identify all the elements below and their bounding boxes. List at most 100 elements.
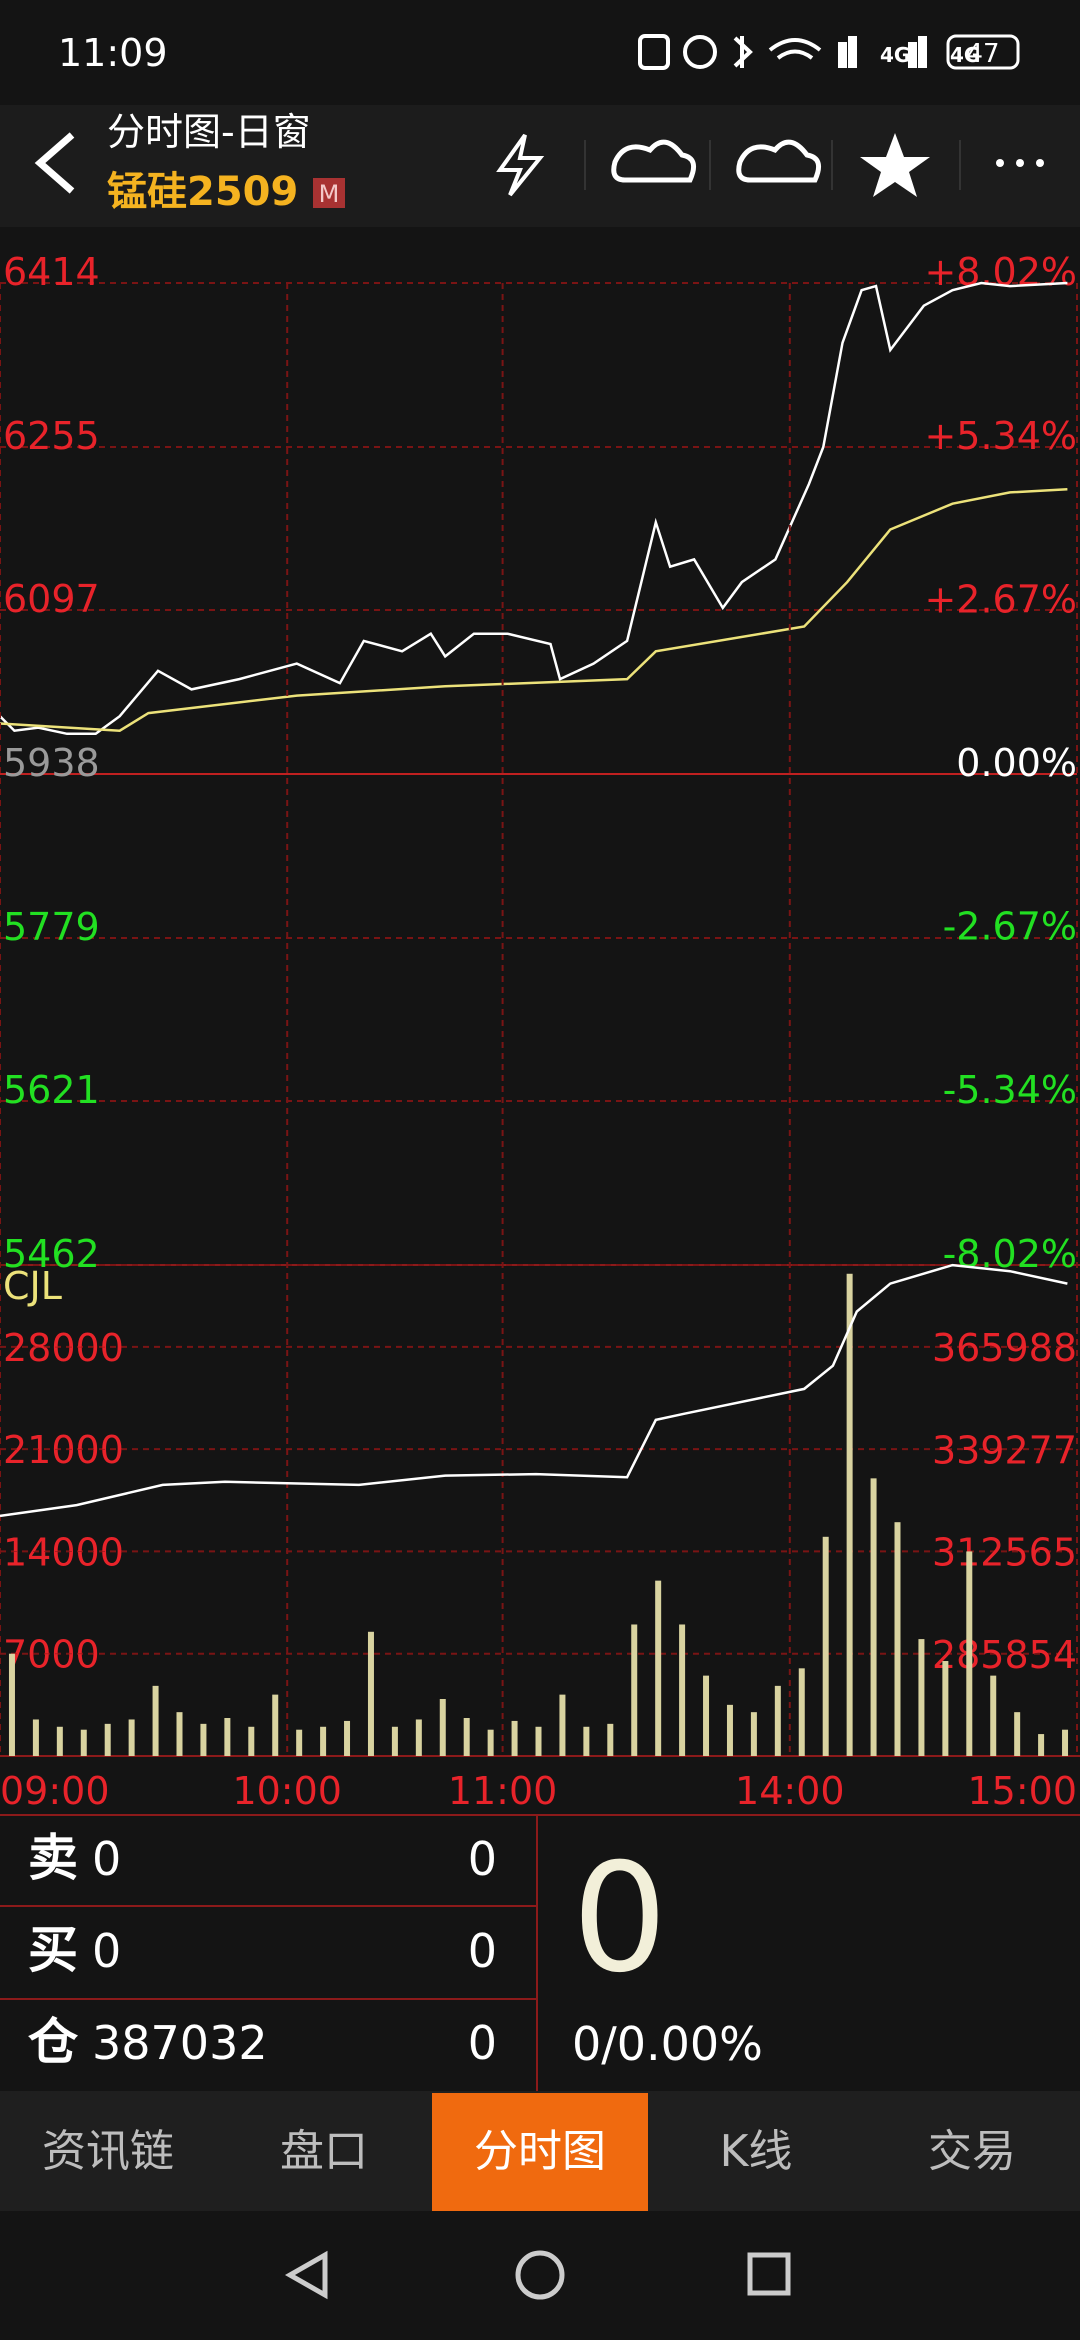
volume-bar: [655, 1580, 662, 1756]
quote-row-volume: 0: [468, 1832, 497, 1886]
y-tick-label: 6097: [3, 577, 100, 621]
header-separators: [584, 140, 961, 190]
volume-bar: [296, 1729, 303, 1756]
volume-bar: [990, 1675, 997, 1756]
y-tick-label: 5779: [3, 905, 100, 949]
header-title: 分时图-日窗: [107, 110, 311, 154]
y2-tick-label: 365988: [932, 1326, 1077, 1370]
volume-bar: [846, 1273, 853, 1756]
volume-bar: [774, 1685, 781, 1756]
volume-bar: [104, 1723, 111, 1756]
volume-bar: [487, 1729, 494, 1756]
volume-bar: [631, 1624, 638, 1756]
active-tab: [432, 2093, 648, 2211]
series-line: [0, 488, 1068, 732]
lightning-button[interactable]: [496, 133, 545, 197]
volume-bar: [679, 1624, 686, 1756]
volume-bar: [176, 1712, 183, 1756]
volume-bar: [32, 1719, 39, 1756]
y-tick-label: 6414: [3, 250, 100, 294]
volume-bar: [894, 1522, 901, 1756]
volume-bar: [942, 1661, 949, 1756]
y2-tick-label: 312565: [932, 1531, 1077, 1575]
volume-bar: [415, 1719, 422, 1756]
volume-bar: [391, 1726, 398, 1756]
quote-panel: 卖 0 0买 0 0仓 387032 0: [28, 1829, 497, 2071]
cloud-buttons[interactable]: [611, 139, 822, 183]
tab[interactable]: 分时图: [474, 2126, 606, 2177]
y-tick-label: 14000: [3, 1530, 124, 1574]
series-line: [0, 1263, 1068, 1518]
battery-icon: [946, 34, 1020, 70]
quote-grid: [0, 1814, 1080, 2091]
volume-bar: [200, 1723, 207, 1756]
volume-bar: [1014, 1712, 1021, 1756]
tab[interactable]: 交易: [928, 2126, 1016, 2177]
tab[interactable]: K线: [720, 2126, 793, 2177]
back-button[interactable]: [34, 132, 75, 194]
charts: 6414 6255 6097 5938 5779 5621 5462 +8.02% +5.34%…: [0, 250, 1078, 1813]
volume-bar: [344, 1720, 351, 1756]
quote-row-label: 仓: [28, 2013, 79, 2071]
tabs: 资讯链 盘口 分时图 K线 交易: [42, 2093, 1016, 2211]
y2-tick-label: -2.67%: [943, 904, 1077, 948]
y-tick-label: 5462: [3, 1232, 100, 1276]
volume-bar: [726, 1704, 733, 1756]
series-line: [0, 281, 1068, 736]
x-tick-label: 15:00: [967, 1769, 1077, 1813]
tab[interactable]: 资讯链: [42, 2126, 174, 2177]
volume-bar: [535, 1726, 542, 1756]
favorite-button[interactable]: [860, 133, 930, 197]
volume-bar: [1062, 1729, 1069, 1756]
volume-bar: [750, 1712, 757, 1756]
y-tick-label: 5938: [3, 741, 100, 785]
panel-label: CJL: [3, 1264, 62, 1308]
y2-tick-label: +2.67%: [924, 578, 1077, 622]
more-button[interactable]: [996, 159, 1044, 167]
quote-row-price: 387032: [92, 2016, 268, 2070]
battery-level: 47: [966, 39, 999, 69]
symbol-name: 锰硅2509: [107, 169, 298, 215]
quote-row-volume: 0: [468, 2016, 497, 2070]
volume-bar: [272, 1694, 279, 1756]
last-price: 0: [572, 1832, 667, 2006]
volume-bar: [511, 1720, 518, 1756]
y2-tick-label: 285854: [932, 1633, 1077, 1677]
y2-tick-label: 339277: [932, 1428, 1077, 1472]
tab[interactable]: 盘口: [280, 2126, 368, 2177]
volume-bar: [152, 1685, 159, 1756]
status-icons: [638, 34, 927, 70]
volume-bar: [703, 1675, 710, 1756]
nav-bar[interactable]: [284, 2250, 791, 2300]
volume-bar: [367, 1631, 374, 1756]
network-label: 4G: [880, 43, 910, 67]
badge-label: M: [319, 180, 340, 208]
price-change: 0/0.00%: [572, 2017, 763, 2071]
volume-bar: [918, 1639, 925, 1756]
badge: [313, 178, 345, 208]
y-tick-label: 6255: [3, 414, 100, 458]
volume-bar: [56, 1726, 63, 1756]
y-tick-label: 21000: [3, 1428, 124, 1472]
volume-bar: [870, 1478, 877, 1756]
y2-tick-label: -8.02%: [943, 1232, 1077, 1276]
x-tick-label: 11:00: [448, 1769, 558, 1813]
volume-bar: [798, 1668, 805, 1756]
y2-tick-label: +5.34%: [924, 414, 1077, 458]
volume-bar: [128, 1719, 135, 1756]
status-time: 11:09: [58, 31, 168, 75]
quote-row-label: 买: [28, 1921, 78, 1979]
y2-tick-label: 0.00%: [956, 741, 1077, 785]
volume-bar: [1038, 1734, 1045, 1756]
network-label: 4G: [950, 43, 980, 67]
quote-row-label: 卖: [28, 1829, 78, 1887]
x-tick-label: 14:00: [735, 1769, 845, 1813]
quote-row-price: 0: [92, 1924, 121, 1978]
volume-bar: [439, 1699, 446, 1756]
volume-bar: [583, 1726, 590, 1756]
volume-bar: [607, 1723, 614, 1756]
volume-bar: [463, 1718, 470, 1756]
